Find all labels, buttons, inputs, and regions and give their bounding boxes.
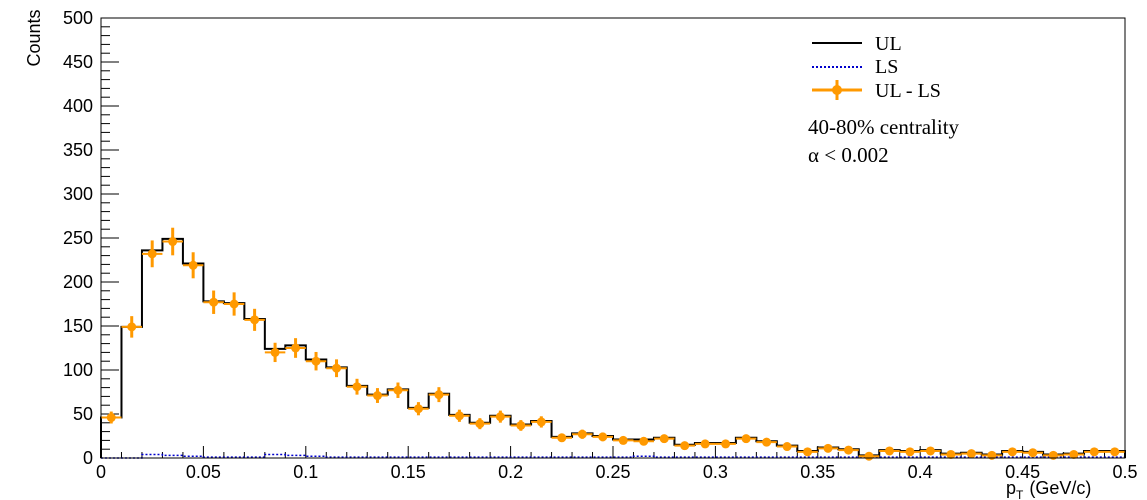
diff-data-point bbox=[270, 347, 280, 357]
diff-data-point bbox=[434, 390, 444, 400]
ls-histogram-line bbox=[101, 453, 1126, 459]
diff-data-point bbox=[209, 297, 219, 307]
diff-data-point bbox=[721, 439, 731, 449]
plot-frame bbox=[100, 17, 1126, 459]
x-tick-label: 0.15 bbox=[391, 462, 426, 482]
y-tick-label: 100 bbox=[63, 360, 93, 380]
y-tick-label: 400 bbox=[63, 96, 93, 116]
y-tick-label: 450 bbox=[63, 52, 93, 72]
diff-data-point bbox=[1069, 449, 1079, 459]
diff-data-point bbox=[352, 382, 362, 392]
diff-data-point bbox=[782, 442, 792, 452]
legend-ls-label: LS bbox=[875, 56, 898, 78]
annotation-centrality: 40-80% centrality bbox=[808, 115, 960, 139]
diff-data-point bbox=[659, 434, 669, 444]
diff-data-point bbox=[557, 433, 567, 443]
y-tick-label: 300 bbox=[63, 184, 93, 204]
diff-data-point bbox=[823, 443, 833, 453]
diff-data-point bbox=[332, 363, 342, 373]
y-tick-label: 350 bbox=[63, 140, 93, 160]
diff-data-point bbox=[884, 446, 894, 456]
diff-data-point bbox=[700, 439, 710, 449]
y-axis-title: Counts bbox=[24, 9, 44, 66]
diff-data-point bbox=[147, 249, 157, 259]
diff-data-point bbox=[413, 404, 423, 414]
annotation-alpha-cut: α < 0.002 bbox=[808, 143, 889, 167]
diff-data-point bbox=[168, 237, 178, 247]
x-axis-title: pT (GeV/c) bbox=[1006, 478, 1091, 500]
x-axis-title-main: p bbox=[1006, 478, 1016, 498]
y-tick-label: 200 bbox=[63, 272, 93, 292]
diff-data-point bbox=[680, 441, 690, 451]
diff-data-point bbox=[516, 420, 526, 430]
diff-data-point bbox=[598, 432, 608, 442]
y-tick-label: 500 bbox=[63, 8, 93, 28]
diff-data-point bbox=[475, 419, 485, 429]
diff-data-point bbox=[1110, 447, 1120, 457]
diff-data-point bbox=[1089, 447, 1099, 457]
diff-data-point bbox=[1007, 447, 1017, 457]
diff-data-point bbox=[229, 299, 239, 309]
y-tick-label: 0 bbox=[83, 448, 93, 468]
diff-data-point bbox=[372, 391, 382, 401]
diff-data-point bbox=[127, 322, 137, 332]
diff-data-point bbox=[803, 447, 813, 457]
diff-data-point bbox=[864, 451, 874, 461]
legend-diff-label: UL - LS bbox=[875, 80, 941, 102]
x-tick-label: 0.05 bbox=[186, 462, 221, 482]
diff-data-point bbox=[762, 437, 772, 447]
legend-ul-label: UL bbox=[875, 33, 902, 55]
diff-data-point bbox=[536, 417, 546, 427]
diff-data-point bbox=[1028, 448, 1038, 458]
diff-data-point bbox=[454, 411, 464, 421]
diff-data-point bbox=[250, 315, 260, 325]
x-tick-label: 0.35 bbox=[800, 462, 835, 482]
diff-data-point bbox=[188, 260, 198, 270]
x-tick-label: 0 bbox=[96, 462, 106, 482]
diff-data-point bbox=[639, 436, 649, 446]
text-group: Counts pT (GeV/c) UL LS UL - LS 40-80% ce… bbox=[24, 9, 1091, 500]
diff-data-point bbox=[966, 449, 976, 459]
x-tick-label: 0.25 bbox=[595, 462, 630, 482]
x-tick-label: 0.3 bbox=[703, 462, 728, 482]
x-axis-title-units: (GeV/c) bbox=[1029, 478, 1091, 498]
diff-data-point bbox=[106, 413, 116, 423]
ls-series-group bbox=[101, 453, 1126, 459]
x-tick-label: 0.2 bbox=[498, 462, 523, 482]
diff-data-point bbox=[987, 450, 997, 460]
x-axis-title-sub: T bbox=[1016, 488, 1024, 500]
x-tick-label: 0.5 bbox=[1112, 462, 1137, 482]
axes-group: 0 0.05 0.1 0.15 0.2 0.25 0.3 0.35 0.4 0.45 0.5 0 50 1… bbox=[63, 8, 1138, 482]
diff-data-point bbox=[741, 434, 751, 444]
diff-data-point bbox=[618, 435, 628, 445]
frame-group bbox=[100, 17, 1126, 459]
y-tick-label: 150 bbox=[63, 316, 93, 336]
x-tick-label: 0.1 bbox=[293, 462, 318, 482]
x-tick-label: 0.45 bbox=[1005, 462, 1040, 482]
diff-data-point bbox=[925, 446, 935, 456]
diff-data-point bbox=[577, 429, 587, 439]
x-tick-label: 0.4 bbox=[908, 462, 933, 482]
diff-data-point bbox=[311, 356, 321, 366]
diff-data-point bbox=[495, 412, 505, 422]
diff-data-point bbox=[291, 343, 301, 353]
diff-data-point bbox=[393, 385, 403, 395]
diff-data-point bbox=[905, 447, 915, 457]
diff-data-point bbox=[844, 445, 854, 455]
diff-data-point bbox=[946, 449, 956, 459]
legend-diff-marker bbox=[832, 85, 842, 95]
y-tick-label: 250 bbox=[63, 228, 93, 248]
y-tick-label: 50 bbox=[73, 404, 93, 424]
diff-data-point bbox=[1048, 450, 1058, 460]
